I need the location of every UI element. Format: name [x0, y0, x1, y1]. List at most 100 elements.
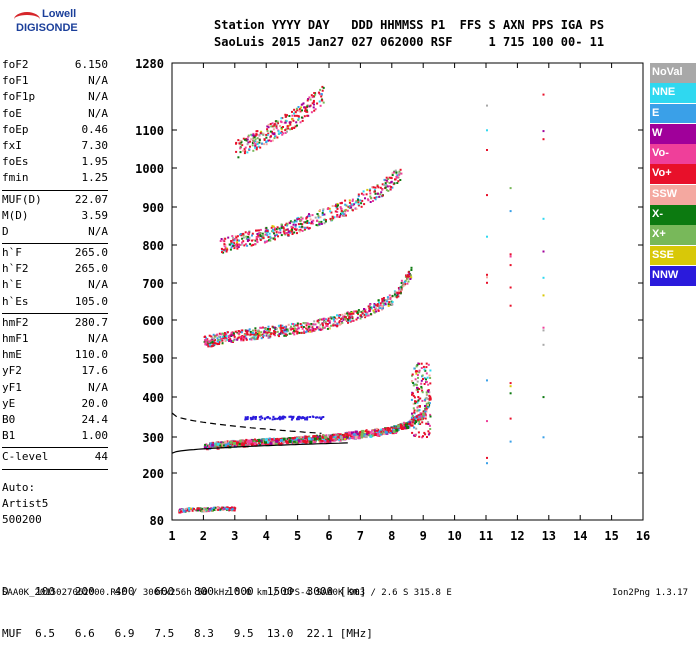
- param-row: foEs 1.95: [2, 155, 108, 171]
- echo-point: [427, 363, 430, 366]
- echo-point: [310, 330, 313, 333]
- param-row: fxI 7.30: [2, 139, 108, 155]
- echo-point: [324, 439, 327, 442]
- echo-point: [304, 108, 307, 110]
- echo-point: [245, 338, 248, 341]
- echo-point: [310, 438, 313, 441]
- echo-point: [210, 345, 213, 348]
- echo-point: [351, 431, 354, 435]
- echo-point: [227, 338, 230, 341]
- echo-point: [269, 123, 272, 125]
- echo-point: [258, 333, 261, 336]
- echo-point: [423, 398, 426, 401]
- echo-point: [351, 200, 354, 202]
- echo-point: [237, 336, 240, 339]
- echo-point: [408, 421, 412, 425]
- echo-point: [225, 333, 228, 336]
- echo-point: [325, 434, 328, 437]
- echo-point: [363, 315, 366, 317]
- echo-point: [289, 415, 292, 418]
- echo-point: [388, 301, 391, 304]
- echo-point: [225, 445, 229, 449]
- echo-point: [360, 315, 363, 318]
- echo-point: [282, 230, 285, 233]
- echo-point: [245, 439, 248, 442]
- echo-point: [486, 149, 488, 151]
- echo-point: [263, 138, 266, 141]
- echo-point: [350, 312, 353, 315]
- x-tick-label: 1: [168, 529, 175, 543]
- echo-point: [245, 330, 247, 333]
- echo-point: [399, 292, 402, 295]
- param-separator: [2, 189, 108, 191]
- echo-point: [304, 440, 308, 444]
- echo-point: [214, 338, 216, 341]
- echo-point: [239, 139, 242, 142]
- echo-point: [339, 214, 342, 217]
- echo-point: [307, 214, 310, 217]
- echo-point: [297, 223, 300, 226]
- echo-point: [320, 95, 323, 98]
- echo-point: [414, 433, 417, 436]
- echo-point: [281, 329, 284, 332]
- echo-point: [382, 297, 385, 299]
- echo-point: [364, 308, 367, 311]
- echo-point: [417, 396, 420, 398]
- echo-point: [424, 409, 427, 412]
- echo-point: [293, 127, 296, 129]
- echo-point: [368, 307, 371, 310]
- echo-point: [359, 317, 362, 320]
- echo-point: [318, 437, 322, 441]
- echo-point: [422, 412, 425, 415]
- echo-point: [362, 309, 365, 312]
- echo-point: [209, 442, 213, 446]
- echo-point: [416, 390, 419, 393]
- echo-point: [319, 439, 322, 442]
- echo-point: [301, 416, 304, 419]
- echo-point: [258, 232, 261, 235]
- echo-point: [258, 229, 261, 232]
- param-value: N/A: [88, 278, 108, 292]
- param-value: N/A: [88, 332, 108, 345]
- echo-point: [221, 506, 224, 509]
- echo-point: [366, 198, 369, 201]
- echo-point: [343, 214, 346, 217]
- echo-point: [230, 508, 233, 511]
- echo-point: [193, 507, 195, 510]
- x-tick-label: 12: [510, 529, 524, 543]
- echo-point: [199, 507, 202, 510]
- echo-point: [381, 194, 384, 197]
- echo-point: [225, 250, 228, 253]
- x-tick-label: 16: [636, 529, 650, 543]
- echo-point: [196, 509, 199, 512]
- echo-point: [222, 239, 225, 242]
- echo-point: [316, 102, 319, 105]
- param-row: h`F2 265.0: [2, 262, 108, 278]
- echo-point: [381, 297, 384, 300]
- echo-point: [267, 139, 269, 142]
- echo-point: [509, 392, 512, 395]
- echo-point: [336, 205, 339, 208]
- echo-point: [369, 431, 372, 434]
- echo-point: [381, 305, 384, 308]
- echo-point: [310, 111, 313, 114]
- echo-point: [231, 243, 234, 245]
- echo-point: [236, 244, 239, 247]
- echo-point: [262, 237, 265, 240]
- echo-point: [391, 303, 393, 306]
- echo-point: [392, 171, 395, 174]
- echo-point: [246, 138, 249, 141]
- echo-point: [262, 336, 264, 339]
- echo-point: [246, 332, 249, 335]
- echo-point: [424, 433, 427, 436]
- echo-point: [299, 222, 302, 225]
- echo-point: [237, 330, 240, 332]
- echo-point: [256, 229, 259, 232]
- echo-point: [217, 444, 221, 448]
- echo-point: [302, 326, 305, 328]
- echo-point: [266, 128, 269, 131]
- echo-point: [230, 246, 233, 249]
- echo-point: [424, 369, 427, 372]
- echo-point: [340, 318, 343, 321]
- echo-point: [424, 405, 426, 407]
